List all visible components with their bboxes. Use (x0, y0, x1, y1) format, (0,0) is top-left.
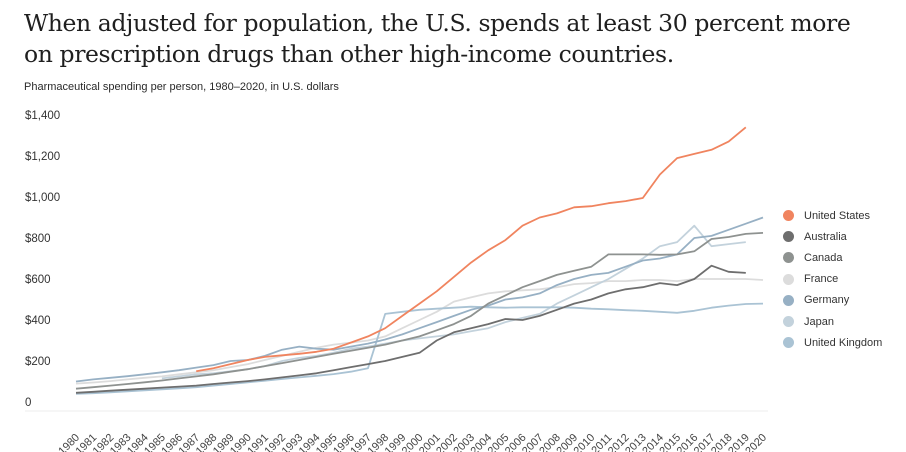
legend-label: United States (804, 209, 871, 222)
legend-item-united-states: United States (783, 205, 882, 226)
legend-swatch-icon (783, 252, 794, 264)
legend-swatch-icon (783, 337, 794, 349)
legend-item-france: France (783, 269, 882, 290)
legend-label: Australia (804, 230, 847, 243)
x-axis: 1980198119821983198419851986198719881989… (56, 432, 769, 452)
legend: United States Australia Canada France German… (783, 205, 882, 353)
legend-item-germany: Germany (783, 290, 882, 311)
y-tick-label: $1,400 (25, 110, 60, 122)
legend-item-canada: Canada (783, 247, 882, 268)
legend-item-japan: Japan (783, 311, 882, 332)
y-tick-label: $400 (25, 315, 51, 327)
y-axis: 0 $200 $400 $600 $800 $1,000 $1,200 $1,400 (25, 110, 60, 409)
legend-swatch-icon (783, 294, 794, 306)
y-tick-label: $800 (25, 233, 51, 245)
legend-swatch-icon (783, 231, 794, 243)
legend-swatch-icon (783, 316, 794, 328)
series-line-canada (75, 232, 764, 390)
y-tick-label: $1,200 (25, 151, 60, 163)
series-line-germany (75, 216, 764, 383)
series-line-united-states (196, 126, 747, 373)
legend-swatch-icon (783, 273, 794, 285)
legend-item-australia: Australia (783, 226, 882, 247)
y-tick-label: $200 (25, 356, 51, 368)
series-line-united-kingdom (75, 302, 764, 395)
legend-label: France (804, 273, 839, 286)
series-line-france (75, 278, 764, 385)
legend-label: Japan (804, 315, 834, 328)
legend-label: Germany (804, 294, 850, 307)
series-lines (75, 126, 764, 395)
legend-label: Canada (804, 251, 843, 264)
legend-label: United Kingdom (804, 336, 883, 349)
legend-item-united-kingdom: United Kingdom (783, 332, 882, 353)
legend-swatch-icon (783, 210, 794, 222)
y-tick-label: $600 (25, 274, 51, 286)
chart-subtitle: Pharmaceutical spending per person, 1980… (24, 81, 339, 93)
series-line-australia (75, 264, 746, 394)
chart-title: When adjusted for population, the U.S. s… (24, 9, 851, 68)
y-tick-label: $1,000 (25, 192, 60, 204)
y-tick-label: 0 (25, 397, 31, 409)
